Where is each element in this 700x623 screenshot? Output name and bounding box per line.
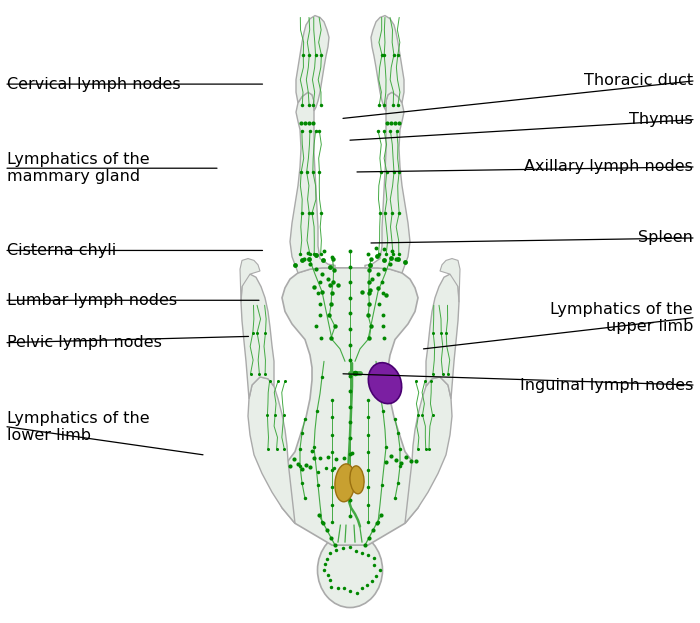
- Polygon shape: [371, 16, 404, 111]
- Text: Inguinal lymph nodes: Inguinal lymph nodes: [519, 378, 693, 392]
- Text: Cisterna chyli: Cisterna chyli: [7, 243, 116, 258]
- Polygon shape: [241, 274, 274, 399]
- Polygon shape: [240, 259, 260, 302]
- Ellipse shape: [368, 363, 402, 404]
- Text: Thymus: Thymus: [629, 112, 693, 127]
- Ellipse shape: [350, 466, 364, 494]
- Text: Pelvic lymph nodes: Pelvic lymph nodes: [7, 335, 162, 350]
- Polygon shape: [365, 92, 410, 273]
- Text: Lymphatics of the
lower limb: Lymphatics of the lower limb: [7, 411, 150, 443]
- Ellipse shape: [335, 464, 355, 502]
- Text: Lymphatics of the
upper limb: Lymphatics of the upper limb: [550, 302, 693, 334]
- Polygon shape: [440, 259, 460, 302]
- Polygon shape: [296, 16, 329, 111]
- Text: Thoracic duct: Thoracic duct: [584, 74, 693, 88]
- Text: Lumbar lymph nodes: Lumbar lymph nodes: [7, 293, 177, 308]
- Ellipse shape: [318, 533, 382, 607]
- Polygon shape: [426, 274, 459, 399]
- Text: Spleen: Spleen: [638, 231, 693, 245]
- Polygon shape: [332, 528, 368, 545]
- Polygon shape: [248, 377, 295, 523]
- Text: Lymphatics of the
mammary gland: Lymphatics of the mammary gland: [7, 152, 150, 184]
- Polygon shape: [405, 377, 452, 523]
- Polygon shape: [290, 92, 335, 273]
- Polygon shape: [275, 268, 425, 545]
- Text: Cervical lymph nodes: Cervical lymph nodes: [7, 77, 181, 92]
- Text: Axillary lymph nodes: Axillary lymph nodes: [524, 159, 693, 174]
